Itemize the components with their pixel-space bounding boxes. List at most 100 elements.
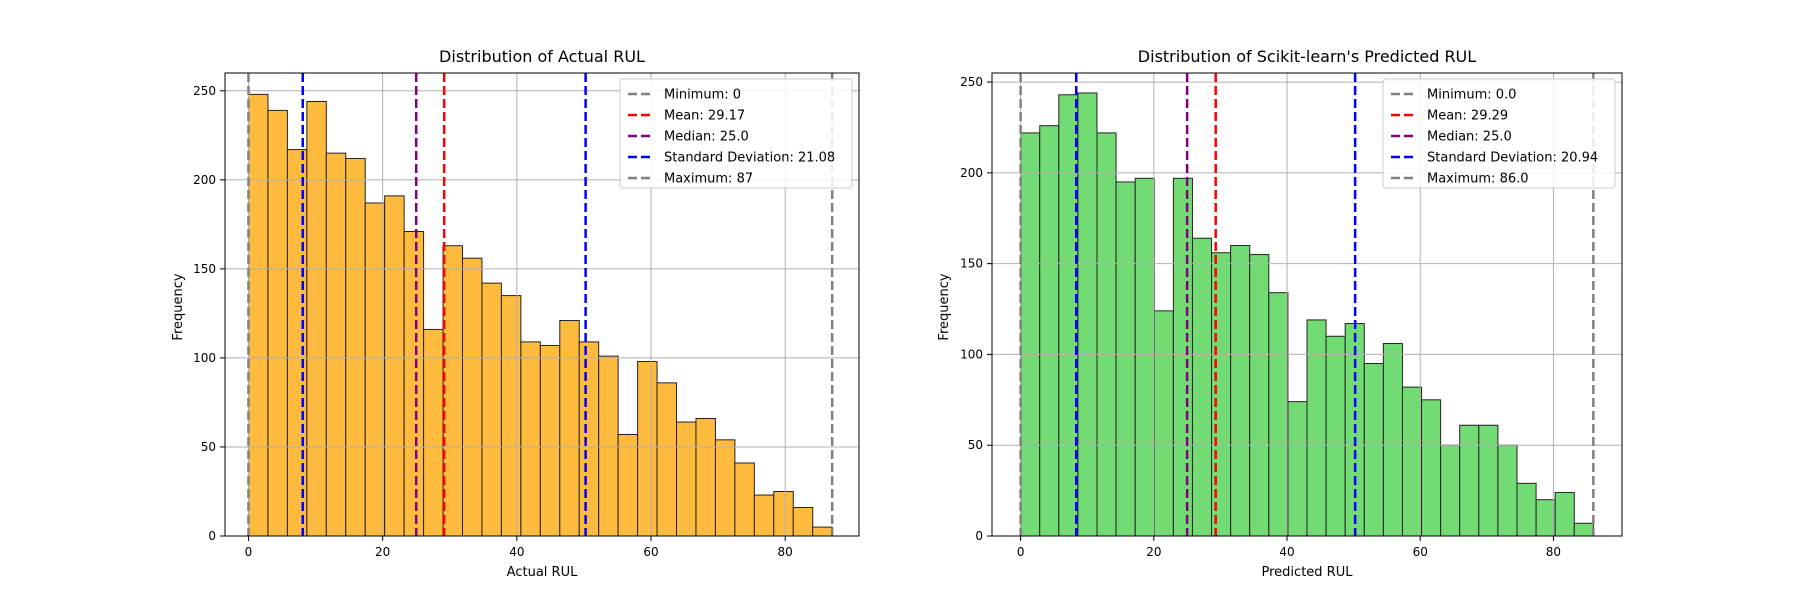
histogram-bar — [1077, 92, 1098, 537]
y-tick-label: 250 — [193, 84, 216, 98]
histogram-bar — [1325, 335, 1346, 537]
histogram-bar — [345, 157, 366, 537]
y-tick-label: 150 — [960, 257, 983, 271]
y-tick-label: 150 — [193, 262, 216, 276]
reference-lines — [1019, 73, 1595, 536]
histogram-bar — [1382, 343, 1403, 537]
actual-rul-histogram: Distribution of Actual RUL Actual RUL Fr… — [171, 47, 860, 580]
histogram-bar — [578, 341, 600, 537]
histogram-bar — [267, 109, 288, 537]
x-tick-label: 60 — [1413, 545, 1428, 559]
chart-title: Distribution of Scikit-learn's Predicted… — [1138, 47, 1476, 66]
legend-entry: Minimum: 0.0 — [1427, 88, 1516, 103]
histogram-bar — [1096, 132, 1117, 537]
histogram-bar — [637, 360, 658, 537]
histogram-bar — [1172, 177, 1193, 537]
x-tick-label: 60 — [643, 545, 658, 559]
histogram-bar — [753, 494, 775, 537]
x-tick-label: 20 — [375, 545, 390, 559]
legend-entry: Maximum: 87 — [664, 172, 753, 187]
histogram-bar — [1554, 491, 1575, 537]
histogram-bar — [1211, 252, 1232, 537]
ticks: 0 20 40 60 80 0 50 100 150 200 250 — [960, 75, 1561, 559]
histogram-bar — [1039, 125, 1060, 537]
y-axis-label: Frequency — [937, 273, 952, 340]
bars — [247, 93, 833, 537]
y-tick-label: 100 — [193, 351, 216, 365]
y-tick-label: 100 — [960, 347, 983, 361]
histogram-bar — [1134, 177, 1155, 537]
histogram-bar — [1478, 424, 1499, 537]
histogram-bar — [617, 433, 639, 537]
histogram-bar — [656, 382, 678, 537]
reference-lines — [247, 73, 834, 536]
plot-frame — [991, 72, 1623, 537]
histogram-bar — [384, 195, 405, 537]
legend-entry: Standard Deviation: 21.08 — [664, 151, 835, 166]
histogram-bar — [734, 462, 755, 537]
predicted-rul-histogram: Distribution of Scikit-learn's Predicted… — [937, 47, 1623, 580]
histogram-bar — [1497, 444, 1518, 537]
histogram-bar — [598, 355, 619, 537]
histogram-bar — [1401, 386, 1423, 537]
legend-entry: Median: 25.0 — [1427, 130, 1512, 145]
histogram-bar — [539, 344, 561, 537]
histogram-bar — [1230, 244, 1251, 537]
y-tick-label: 50 — [201, 440, 216, 454]
legend: Minimum: 0.0 Mean: 29.29 Median: 25.0 Stand… — [1382, 78, 1616, 189]
histogram-bar — [559, 320, 580, 537]
histogram-bar — [364, 202, 386, 537]
legend-entry: Mean: 29.17 — [664, 109, 745, 124]
histogram-bar — [1516, 482, 1537, 537]
y-tick-label: 200 — [960, 166, 983, 180]
histogram-bar — [812, 526, 833, 537]
histogram-bar — [1153, 310, 1174, 537]
y-tick-label: 0 — [208, 529, 216, 543]
histogram-bar — [1459, 424, 1480, 537]
plot-frame — [224, 72, 860, 537]
ticks: 0 20 40 60 80 0 50 100 150 200 250 — [193, 84, 793, 559]
histogram-bar — [1535, 499, 1556, 537]
legend-entry: Median: 25.0 — [664, 130, 749, 145]
histogram-bar — [1268, 292, 1289, 537]
legend-entry: Minimum: 0 — [664, 88, 741, 103]
histogram-bar — [247, 93, 269, 537]
legend-box — [1382, 78, 1616, 189]
chart-title: Distribution of Actual RUL — [439, 47, 645, 66]
x-tick-label: 80 — [1546, 545, 1561, 559]
histogram-bar — [1020, 132, 1041, 537]
histogram-bar — [1287, 401, 1308, 537]
x-tick-label: 20 — [1146, 545, 1161, 559]
x-axis-label: Predicted RUL — [1262, 565, 1354, 580]
x-tick-label: 40 — [509, 545, 524, 559]
legend-entry: Standard Deviation: 20.94 — [1427, 151, 1598, 166]
histogram-bar — [442, 245, 463, 537]
histogram-bar — [1440, 444, 1461, 537]
histogram-bar — [481, 282, 502, 537]
histogram-bar — [500, 295, 522, 537]
histogram-bar — [714, 439, 736, 537]
legend-entry: Maximum: 86.0 — [1427, 172, 1529, 187]
histogram-bar — [1115, 181, 1136, 537]
y-tick-label: 250 — [960, 75, 983, 89]
x-tick-label: 80 — [778, 545, 793, 559]
histogram-bar — [773, 490, 794, 537]
histogram-bar — [1191, 237, 1213, 537]
histogram-bar — [1249, 254, 1270, 537]
x-tick-label: 0 — [1017, 545, 1025, 559]
histogram-bar — [403, 230, 425, 537]
histogram-bar — [1573, 522, 1594, 537]
histogram-bar — [325, 152, 347, 537]
x-tick-label: 0 — [245, 545, 253, 559]
histogram-bar — [1421, 399, 1442, 537]
x-axis-label: Actual RUL — [507, 565, 578, 580]
legend-entry: Mean: 29.29 — [1427, 109, 1508, 124]
x-tick-label: 40 — [1279, 545, 1294, 559]
y-tick-label: 200 — [193, 173, 216, 187]
histogram-bar — [520, 341, 541, 537]
histogram-bar — [461, 257, 483, 537]
histogram-bar — [1306, 319, 1327, 537]
histogram-bar — [1363, 363, 1384, 537]
histogram-bar — [423, 328, 444, 537]
